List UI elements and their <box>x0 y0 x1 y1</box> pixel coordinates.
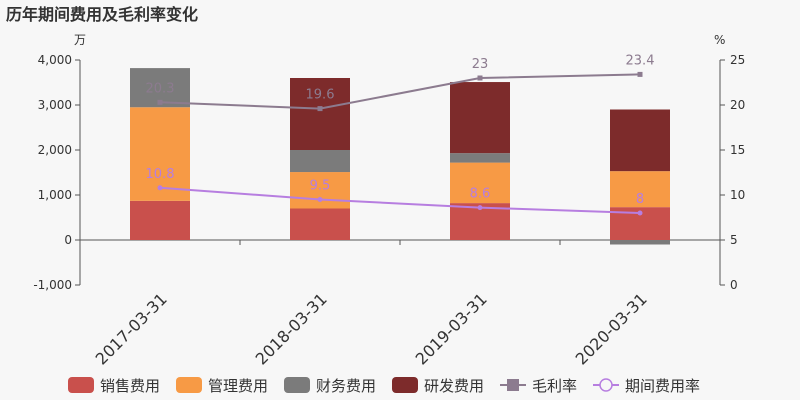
bar-管理费用 <box>450 162 510 204</box>
point-期间费用率 <box>637 210 643 216</box>
y-left-tick-label: 3,000 <box>38 98 72 112</box>
line-毛利率 <box>159 73 641 110</box>
data-label-毛利率: 19.6 <box>306 88 335 103</box>
point-毛利率 <box>157 99 163 105</box>
y-left-tick-label: 1,000 <box>38 188 72 202</box>
y-left-tick-label: 0 <box>64 233 72 247</box>
y-right-tick-label: 0 <box>730 278 738 292</box>
legend-marker-毛利率 <box>507 379 519 391</box>
legend-marker-期间费用率 <box>599 378 613 392</box>
bar-销售费用 <box>130 200 190 240</box>
legend-item: 销售费用 <box>100 377 160 395</box>
legend-swatch-研发费用 <box>392 377 418 393</box>
legend-swatch-财务费用 <box>284 377 310 393</box>
y-left-unit: 万 <box>74 33 86 47</box>
y-left-tick-label: -1,000 <box>33 278 72 292</box>
x-tick-label: 2019-03-31 <box>412 289 491 368</box>
bar-管理费用 <box>130 107 190 201</box>
bar-研发费用 <box>610 109 670 172</box>
bar-财务费用 <box>290 150 350 173</box>
data-label-毛利率: 23.4 <box>626 53 655 68</box>
point-毛利率 <box>477 75 483 81</box>
bar-财务费用 <box>450 153 510 163</box>
bar-研发费用 <box>290 78 350 150</box>
y-right-tick-label: 5 <box>730 233 738 247</box>
data-label-毛利率: 20.3 <box>146 81 175 96</box>
legend-item: 研发费用 <box>424 377 484 395</box>
x-tick-label: 2018-03-31 <box>252 289 331 368</box>
y-right-tick-label: 25 <box>730 53 745 67</box>
bar-管理费用 <box>290 172 350 209</box>
legend-swatch-管理费用 <box>176 377 202 393</box>
legend-item: 期间费用率 <box>625 377 700 395</box>
y-right-tick-label: 20 <box>730 98 745 112</box>
bar-财务费用 <box>610 240 670 245</box>
point-期间费用率 <box>317 197 323 202</box>
bar-销售费用 <box>290 208 350 240</box>
y-right-tick-label: 15 <box>730 143 745 157</box>
data-label-毛利率: 23 <box>472 57 489 72</box>
y-left-tick-label: 4,000 <box>38 53 72 67</box>
line-期间费用率 <box>159 186 641 214</box>
point-期间费用率 <box>157 185 163 191</box>
legend-item: 财务费用 <box>316 377 376 395</box>
data-label-期间费用率: 9.5 <box>310 179 331 194</box>
x-tick-label: 2020-03-31 <box>572 289 651 368</box>
bar-研发费用 <box>450 82 510 154</box>
point-期间费用率 <box>477 205 483 211</box>
y-right-tick-label: 10 <box>730 188 745 202</box>
data-label-期间费用率: 8.6 <box>470 187 491 202</box>
y-left-tick-label: 2,000 <box>38 143 72 157</box>
legend-item: 毛利率 <box>532 377 577 395</box>
bar-管理费用 <box>610 171 670 208</box>
x-tick-label: 2017-03-31 <box>92 289 171 368</box>
legend-item: 管理费用 <box>208 377 268 395</box>
chart-title: 历年期间费用及毛利率变化 <box>6 5 198 24</box>
data-label-期间费用率: 8 <box>636 192 644 207</box>
point-毛利率 <box>637 71 643 77</box>
point-毛利率 <box>317 106 323 112</box>
y-right-unit: % <box>714 33 725 47</box>
legend-swatch-销售费用 <box>68 377 94 393</box>
data-label-期间费用率: 10.8 <box>146 167 175 182</box>
